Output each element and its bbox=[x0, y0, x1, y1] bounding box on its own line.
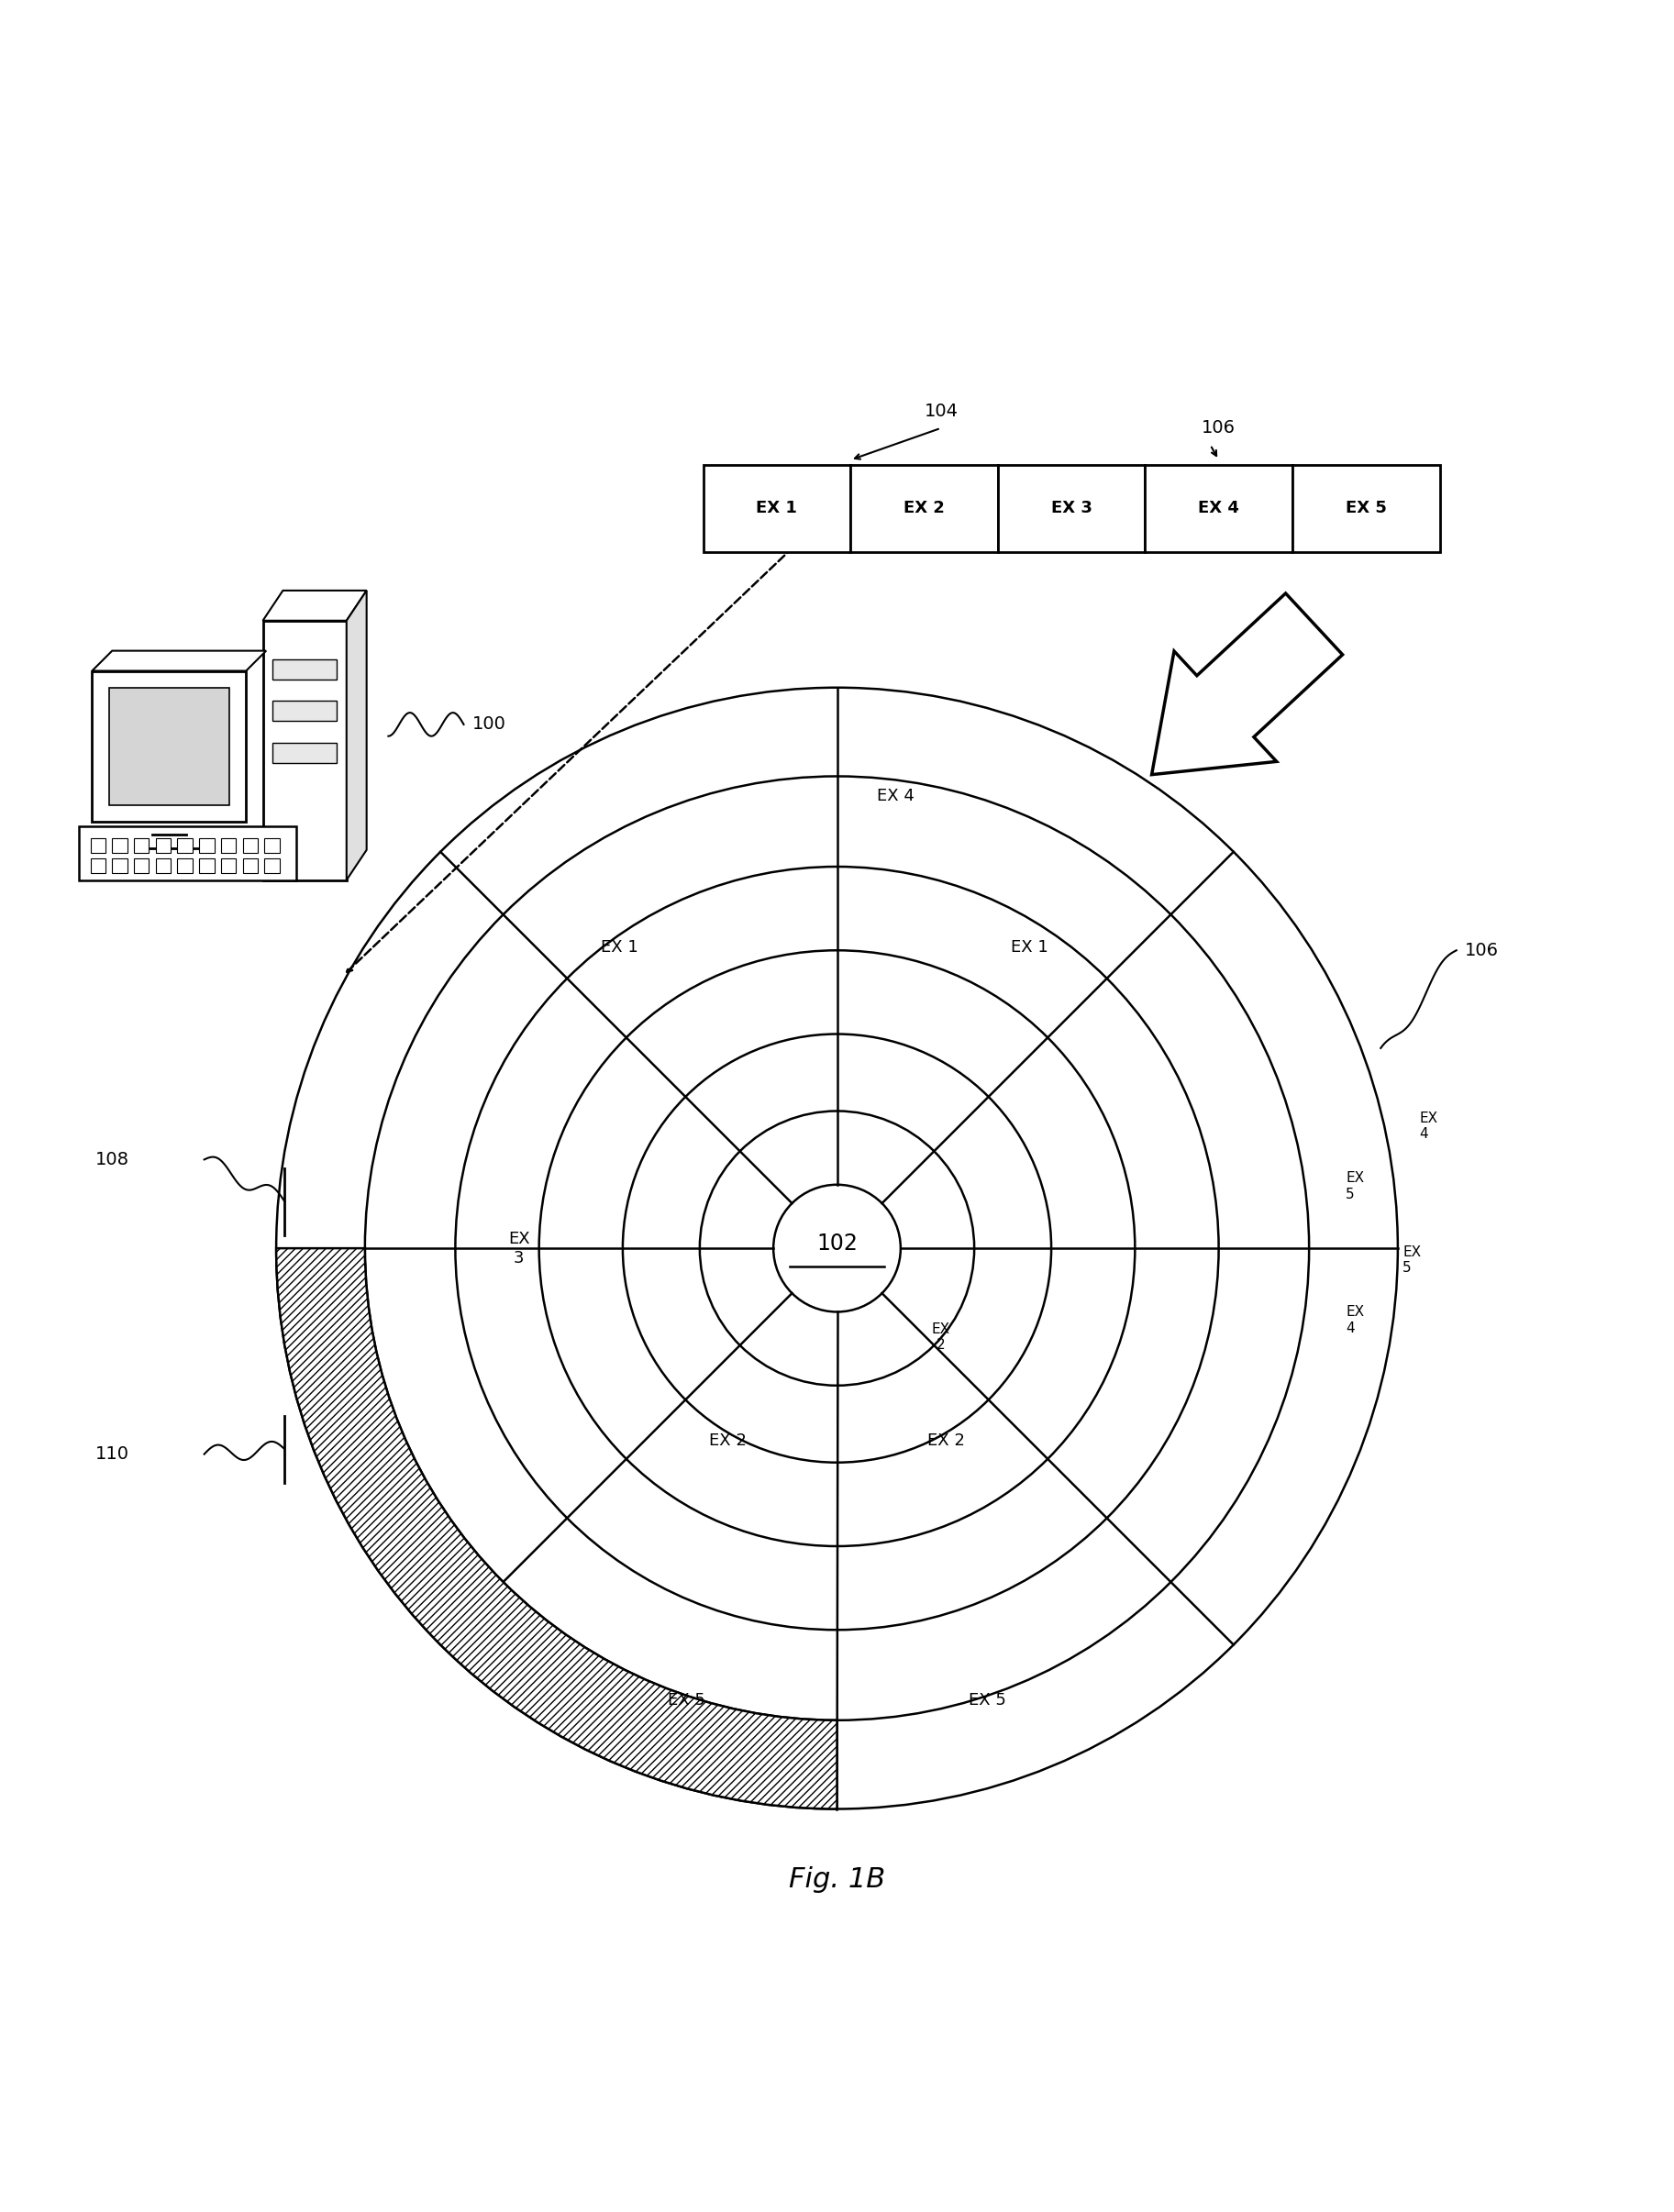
Text: EX 4: EX 4 bbox=[1199, 500, 1239, 518]
Polygon shape bbox=[263, 591, 367, 622]
Text: Fig. 1B: Fig. 1B bbox=[788, 1867, 886, 1893]
Text: EX 2: EX 2 bbox=[710, 1433, 747, 1449]
Bar bbox=[156, 838, 171, 854]
Bar bbox=[850, 465, 998, 553]
Text: EX
5: EX 5 bbox=[1403, 1245, 1421, 1274]
Bar bbox=[134, 858, 149, 874]
Bar bbox=[273, 743, 336, 763]
Bar bbox=[1145, 465, 1292, 553]
Bar bbox=[243, 858, 258, 874]
Polygon shape bbox=[347, 591, 367, 880]
Polygon shape bbox=[1152, 593, 1343, 774]
Text: EX
4: EX 4 bbox=[1420, 1110, 1438, 1141]
Bar bbox=[92, 670, 246, 821]
Bar bbox=[112, 838, 127, 854]
Text: 104: 104 bbox=[924, 403, 958, 420]
Bar bbox=[243, 838, 258, 854]
Text: 100: 100 bbox=[472, 717, 506, 732]
Text: 106: 106 bbox=[1465, 942, 1498, 960]
Text: EX 5: EX 5 bbox=[969, 1692, 1006, 1708]
Bar bbox=[156, 858, 171, 874]
Bar bbox=[134, 838, 149, 854]
Text: EX
4: EX 4 bbox=[1346, 1305, 1364, 1336]
Bar bbox=[263, 622, 347, 880]
Bar bbox=[79, 827, 296, 880]
Bar bbox=[199, 858, 214, 874]
Bar bbox=[177, 858, 193, 874]
Text: EX 2: EX 2 bbox=[927, 1433, 964, 1449]
Polygon shape bbox=[92, 650, 266, 670]
Text: EX 5: EX 5 bbox=[668, 1692, 705, 1708]
Bar bbox=[177, 838, 193, 854]
Bar bbox=[273, 701, 336, 721]
Bar bbox=[264, 838, 280, 854]
Bar bbox=[221, 858, 236, 874]
Bar bbox=[273, 659, 336, 679]
Wedge shape bbox=[276, 1248, 837, 1809]
Bar bbox=[112, 858, 127, 874]
Bar bbox=[90, 838, 105, 854]
Bar bbox=[1292, 465, 1440, 553]
Bar bbox=[221, 838, 236, 854]
Text: 102: 102 bbox=[817, 1232, 857, 1254]
Text: EX
2: EX 2 bbox=[931, 1323, 951, 1352]
Bar bbox=[90, 858, 105, 874]
Text: EX 2: EX 2 bbox=[904, 500, 944, 518]
Text: 108: 108 bbox=[95, 1150, 129, 1168]
Text: 110: 110 bbox=[95, 1444, 129, 1462]
Bar bbox=[109, 688, 229, 805]
Bar bbox=[264, 858, 280, 874]
Bar bbox=[998, 465, 1145, 553]
Text: EX 4: EX 4 bbox=[877, 787, 914, 805]
Text: EX 3: EX 3 bbox=[1051, 500, 1091, 518]
Text: EX 1: EX 1 bbox=[601, 938, 638, 956]
Text: EX
5: EX 5 bbox=[1346, 1172, 1364, 1201]
Bar bbox=[199, 838, 214, 854]
Bar bbox=[703, 465, 850, 553]
Text: EX 5: EX 5 bbox=[1346, 500, 1386, 518]
Text: 106: 106 bbox=[1202, 420, 1235, 438]
Text: EX 1: EX 1 bbox=[757, 500, 797, 518]
Text: EX 1: EX 1 bbox=[1011, 938, 1048, 956]
Text: EX
3: EX 3 bbox=[509, 1230, 529, 1265]
